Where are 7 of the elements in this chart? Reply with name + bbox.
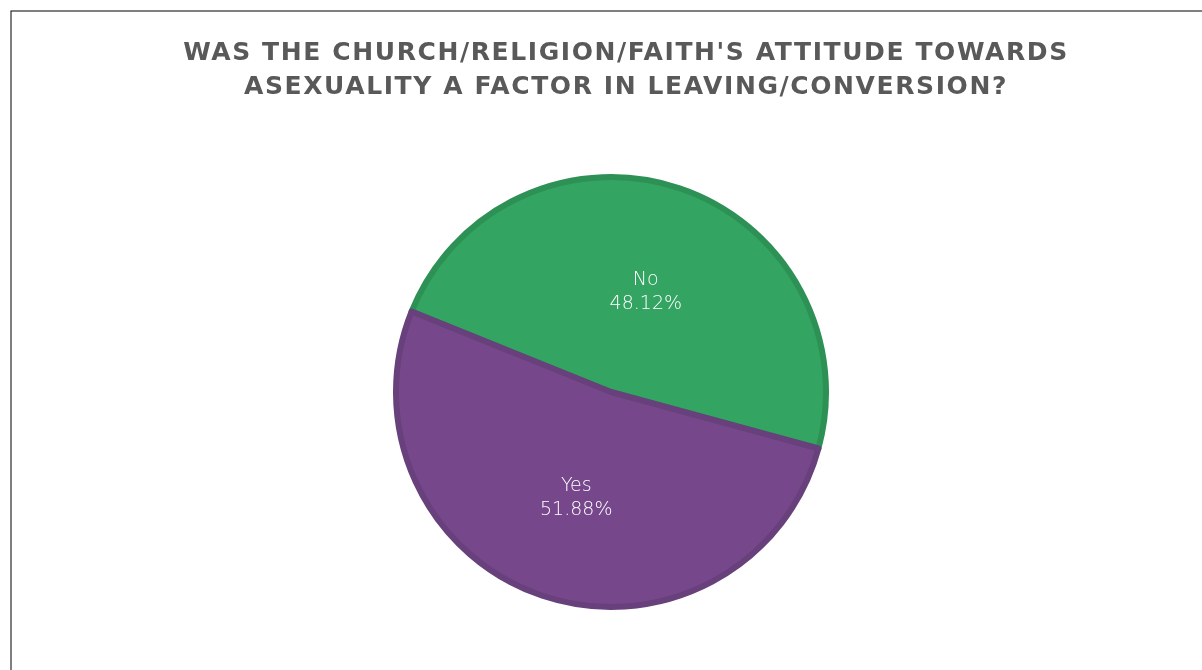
- data-label: 48.12%: [609, 290, 683, 313]
- chart-title: WAS THE CHURCH/RELIGION/FAITH'S ATTITUDE TOWARDS ASEXUALITY A FACTOR IN LEAVING/CONVERSION?: [183, 37, 1069, 100]
- pie-slice: [393, 308, 822, 610]
- slice-label: Yes: [560, 473, 592, 496]
- pie-slice: [408, 174, 829, 452]
- data-label: 51.88%: [539, 497, 613, 520]
- slice-label: No: [632, 266, 659, 289]
